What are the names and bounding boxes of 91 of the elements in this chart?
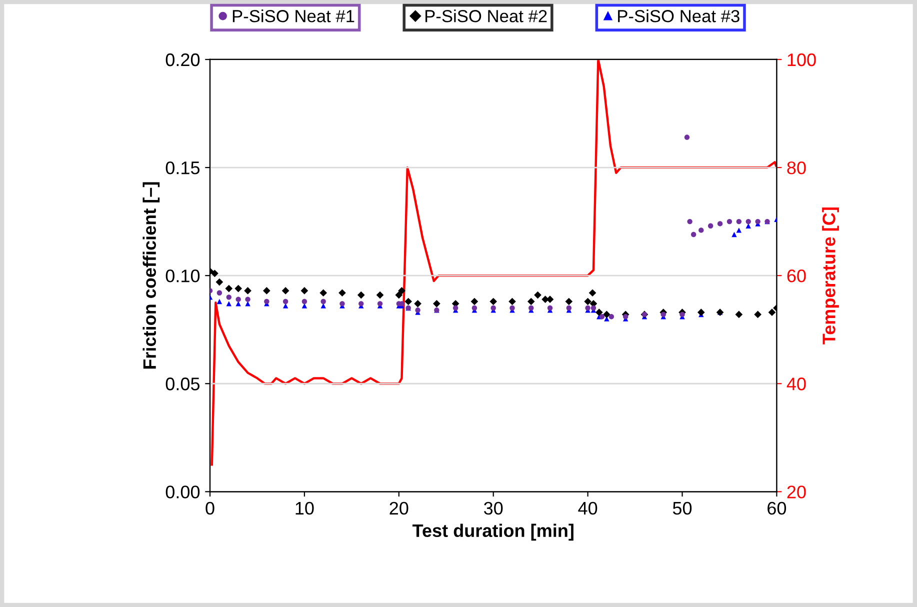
point: [755, 218, 760, 224]
x-tick-label: 20: [390, 502, 408, 515]
x-axis-title: Test duration [min]: [412, 524, 574, 541]
point: [470, 298, 478, 306]
point: [433, 300, 440, 308]
point: [398, 287, 406, 294]
point: [376, 291, 384, 299]
point: [226, 301, 232, 306]
point: [357, 291, 365, 299]
y2-axis-title: Temperature [C]: [822, 208, 839, 344]
point: [603, 310, 610, 318]
point: [236, 296, 241, 302]
point: [395, 291, 403, 299]
point: [236, 301, 241, 306]
point: [732, 232, 737, 238]
point: [590, 305, 596, 311]
x-tick-label: 30: [484, 502, 503, 515]
point: [768, 308, 776, 316]
point: [226, 294, 232, 300]
point: [300, 287, 308, 294]
point: [717, 221, 723, 226]
point: [599, 314, 605, 320]
x-tick-label: 60: [768, 502, 786, 515]
x-tick-label: 10: [296, 502, 314, 515]
point: [282, 298, 288, 304]
point: [754, 310, 762, 318]
point: [244, 287, 252, 294]
point: [414, 300, 422, 308]
point: [472, 305, 478, 311]
legend-label: P-SiSO Neat #1: [232, 10, 354, 22]
point: [264, 298, 270, 304]
point: [216, 290, 222, 296]
point: [547, 305, 553, 311]
x-tick-label: 40: [578, 502, 598, 515]
point: [690, 232, 696, 238]
point: [528, 305, 534, 311]
point: [726, 218, 732, 224]
point: [320, 289, 328, 297]
point: [585, 305, 590, 311]
y2-tick-label: 60: [787, 270, 806, 282]
point: [736, 218, 742, 224]
point: [452, 305, 458, 311]
y2-tick-label: 80: [787, 161, 806, 174]
y-tick-label: 0.10: [166, 270, 200, 282]
y2-tick-label: 40: [786, 378, 806, 390]
point: [595, 308, 603, 316]
legend-label: P-SiSO Neat #3: [618, 10, 740, 22]
x-tick-label: 50: [672, 502, 692, 515]
y-axis-title: Friction coefficient [–]: [142, 182, 160, 369]
point: [234, 284, 242, 292]
point: [566, 305, 572, 311]
point: [746, 218, 751, 224]
y2-tick-label: 20: [787, 486, 806, 498]
point: [736, 228, 742, 233]
point: [588, 289, 596, 297]
y-tick-label: 0.20: [166, 53, 200, 66]
point: [508, 298, 516, 306]
point: [211, 270, 218, 278]
y2-tick-label: 100: [788, 53, 816, 66]
point: [302, 298, 308, 304]
point: [698, 228, 704, 233]
point: [262, 287, 270, 294]
point: [404, 298, 412, 306]
point: [660, 312, 666, 318]
point: [225, 284, 233, 292]
point: [216, 278, 224, 286]
point: [684, 134, 690, 140]
point: [510, 305, 515, 311]
point: [608, 314, 614, 320]
point: [245, 301, 250, 306]
point: [584, 298, 592, 306]
point: [534, 291, 542, 299]
point: [527, 298, 535, 306]
point: [697, 308, 705, 316]
point: [216, 298, 222, 304]
point: [245, 296, 250, 302]
point: [735, 310, 743, 318]
point: [282, 287, 290, 294]
legend-label: P-SiSO Neat #2: [425, 10, 547, 22]
y-tick-label: 0.00: [166, 486, 200, 498]
point: [687, 218, 692, 224]
y-tick-label: 0.15: [166, 161, 200, 174]
point: [490, 305, 496, 311]
point: [708, 223, 714, 228]
point: [490, 298, 498, 306]
point: [680, 312, 685, 318]
x-tick-label: 0: [206, 502, 214, 515]
point: [320, 298, 326, 304]
point: [565, 298, 573, 306]
point: [338, 289, 346, 297]
y-tick-label: 0.05: [166, 378, 200, 390]
